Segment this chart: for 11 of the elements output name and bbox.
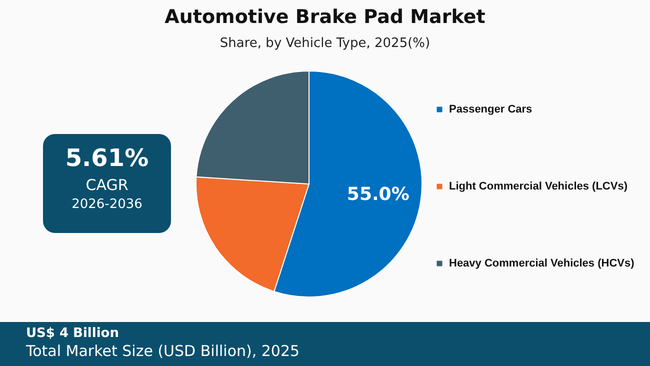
text: US$ 4 Billion [26, 326, 119, 341]
text: CAGR [84, 176, 130, 194]
chart-subtitle: Share, by Vehicle Type, 2025(%) [218, 36, 432, 51]
legend-label: Light Commercial Vehicles (LCVs) [449, 180, 628, 192]
legend-label: Heavy Commercial Vehicles (HCVs) [449, 258, 635, 270]
chart-title: Automotive Brake Pad Market [164, 6, 486, 28]
data-label: 55.0% [346, 184, 410, 205]
text: 5.61% [64, 144, 150, 172]
text: 2026-2036 [70, 197, 144, 212]
text: Total Market Size (USD Billion), 2025 [26, 342, 300, 360]
legend-label: Passenger Cars [449, 104, 532, 116]
